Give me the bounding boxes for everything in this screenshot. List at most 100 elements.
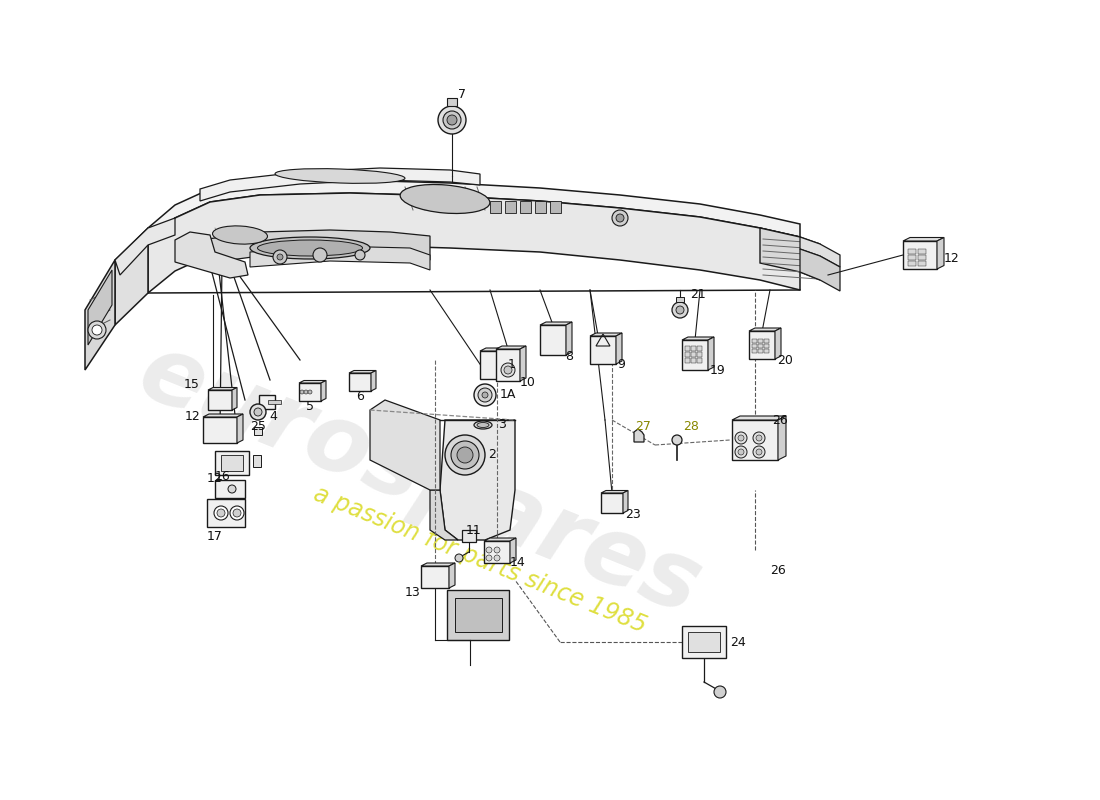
Bar	[207, 499, 245, 527]
Polygon shape	[590, 333, 621, 336]
Bar	[758, 339, 763, 343]
Text: 6: 6	[356, 390, 364, 403]
Bar	[758, 344, 763, 348]
Bar	[688, 632, 720, 652]
Bar	[258, 395, 275, 409]
Bar	[685, 358, 690, 363]
Text: eurospares: eurospares	[125, 326, 714, 634]
Polygon shape	[370, 400, 440, 490]
Polygon shape	[634, 429, 643, 442]
Polygon shape	[776, 328, 781, 359]
Polygon shape	[760, 228, 820, 280]
Circle shape	[738, 449, 744, 455]
Text: a passion for parts since 1985: a passion for parts since 1985	[310, 482, 650, 638]
Circle shape	[735, 432, 747, 444]
Circle shape	[676, 306, 684, 314]
Circle shape	[300, 390, 304, 394]
Polygon shape	[88, 270, 112, 345]
Polygon shape	[116, 218, 175, 275]
Circle shape	[494, 555, 501, 561]
Text: 13: 13	[405, 586, 420, 598]
Circle shape	[273, 250, 287, 264]
Bar	[349, 373, 371, 391]
Circle shape	[486, 547, 492, 553]
Bar	[268, 400, 280, 404]
Text: 7: 7	[458, 89, 466, 102]
Bar	[253, 455, 261, 467]
Circle shape	[217, 509, 226, 517]
Circle shape	[228, 485, 236, 493]
Text: 15: 15	[184, 378, 200, 391]
Polygon shape	[148, 193, 800, 293]
Text: 1: 1	[508, 358, 516, 371]
Bar	[480, 351, 501, 379]
Bar	[221, 455, 243, 470]
Polygon shape	[601, 490, 628, 493]
Polygon shape	[200, 168, 480, 201]
Polygon shape	[440, 420, 515, 540]
Polygon shape	[175, 232, 248, 278]
Bar	[752, 344, 757, 348]
Text: 26: 26	[772, 414, 788, 426]
Bar	[918, 255, 926, 260]
Polygon shape	[421, 563, 455, 566]
Polygon shape	[682, 337, 714, 340]
Bar	[908, 249, 916, 254]
Text: 19: 19	[710, 363, 726, 377]
Bar	[505, 201, 516, 213]
Bar	[682, 340, 708, 370]
Bar	[732, 420, 778, 460]
Bar	[908, 255, 916, 260]
Polygon shape	[500, 348, 506, 379]
Circle shape	[672, 435, 682, 445]
Bar	[903, 241, 937, 269]
Circle shape	[438, 106, 466, 134]
Ellipse shape	[212, 226, 267, 244]
Polygon shape	[510, 538, 516, 563]
Polygon shape	[148, 180, 800, 241]
Bar	[918, 249, 926, 254]
Text: 26: 26	[770, 563, 785, 577]
Circle shape	[250, 404, 266, 420]
Polygon shape	[566, 322, 572, 355]
Polygon shape	[480, 348, 506, 351]
Ellipse shape	[400, 185, 490, 214]
Polygon shape	[937, 238, 944, 269]
Circle shape	[756, 449, 762, 455]
Circle shape	[254, 408, 262, 416]
Circle shape	[474, 384, 496, 406]
Text: 9: 9	[617, 358, 625, 371]
Circle shape	[233, 509, 241, 517]
Bar	[535, 201, 546, 213]
Text: 25: 25	[250, 421, 266, 434]
Text: 21: 21	[690, 289, 706, 302]
Ellipse shape	[474, 421, 492, 429]
Circle shape	[456, 447, 473, 463]
Text: 12: 12	[944, 251, 959, 265]
Polygon shape	[484, 538, 516, 541]
Circle shape	[277, 254, 283, 260]
Circle shape	[478, 388, 492, 402]
Polygon shape	[903, 238, 944, 241]
Bar	[764, 339, 769, 343]
Circle shape	[308, 390, 312, 394]
Polygon shape	[85, 260, 116, 370]
Polygon shape	[616, 333, 622, 364]
Bar	[214, 480, 245, 498]
Text: 10: 10	[520, 375, 536, 389]
Polygon shape	[623, 490, 628, 513]
Bar	[676, 297, 684, 302]
Text: 3: 3	[498, 418, 506, 431]
Polygon shape	[430, 490, 458, 540]
Bar	[764, 344, 769, 348]
Text: 11: 11	[466, 523, 482, 537]
Circle shape	[92, 325, 102, 335]
Circle shape	[735, 446, 747, 458]
Circle shape	[230, 506, 244, 520]
Text: 12: 12	[207, 471, 223, 485]
Polygon shape	[250, 246, 430, 270]
Circle shape	[314, 248, 327, 262]
Polygon shape	[800, 249, 840, 291]
Circle shape	[455, 554, 463, 562]
Text: 8: 8	[565, 350, 573, 363]
